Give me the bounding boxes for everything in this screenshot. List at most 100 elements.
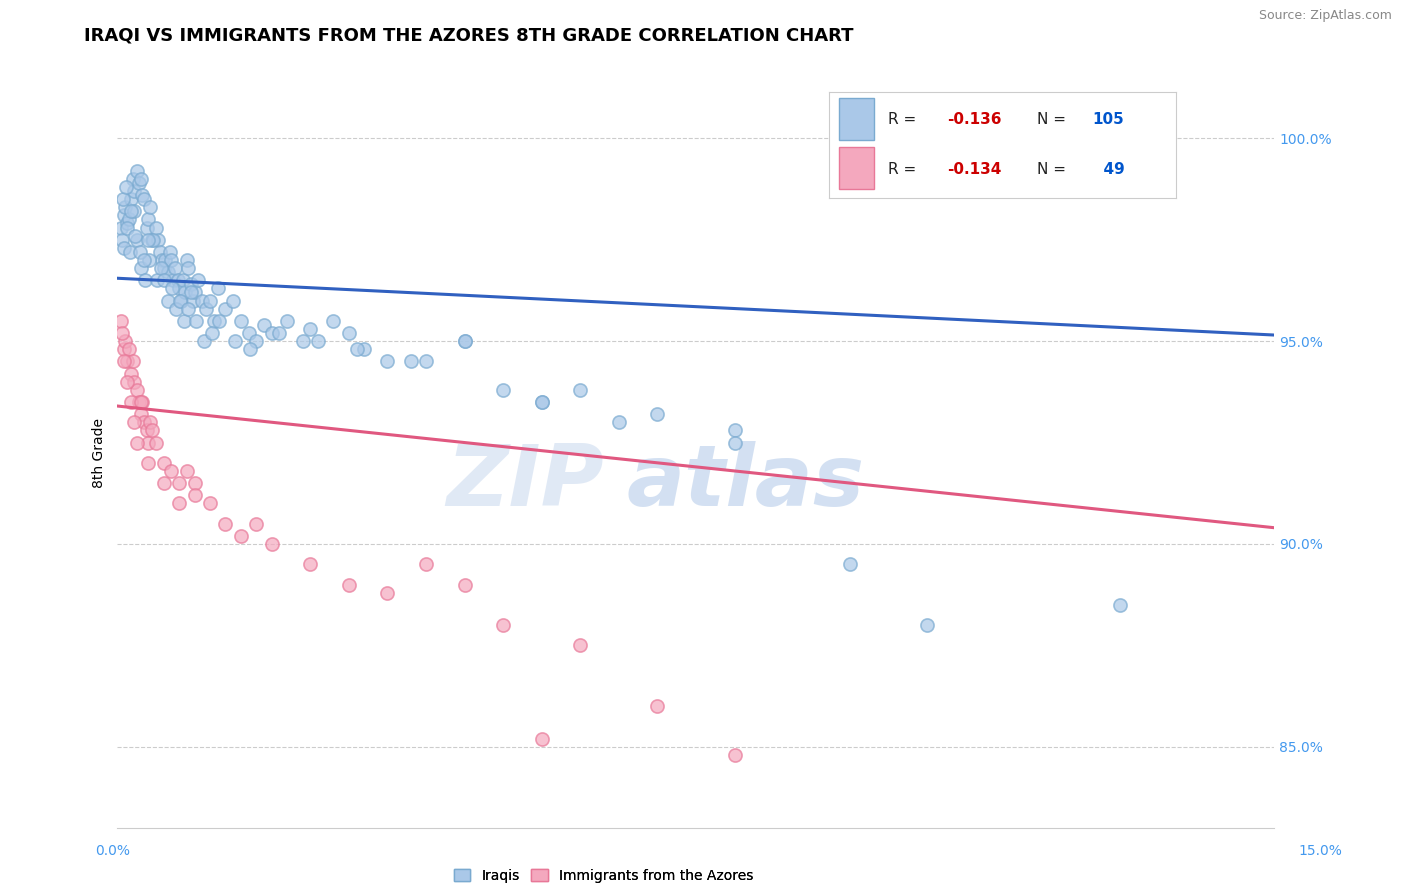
Point	[214, 301, 236, 316]
Point	[173, 314, 195, 328]
Point	[120, 204, 142, 219]
Point	[224, 334, 246, 348]
Point	[214, 516, 236, 531]
Point	[162, 273, 184, 287]
Point	[112, 343, 135, 357]
Text: IRAQI VS IMMIGRANTS FROM THE AZORES 8TH GRADE CORRELATION CHART: IRAQI VS IMMIGRANTS FROM THE AZORES 8TH …	[84, 27, 853, 45]
Point	[415, 558, 437, 572]
Point	[198, 496, 221, 510]
Point	[337, 577, 360, 591]
Point	[114, 200, 136, 214]
Point	[299, 558, 322, 572]
Point	[112, 354, 135, 368]
Point	[115, 180, 138, 194]
Point	[160, 252, 183, 267]
Point	[229, 529, 252, 543]
Point	[492, 383, 515, 397]
Point	[111, 233, 134, 247]
Point	[180, 277, 202, 292]
Point	[607, 415, 630, 429]
Point	[136, 233, 159, 247]
Point	[120, 192, 142, 206]
Point	[276, 314, 298, 328]
Point	[155, 252, 177, 267]
Point	[647, 407, 669, 421]
Point	[136, 435, 159, 450]
Text: Source: ZipAtlas.com: Source: ZipAtlas.com	[1258, 9, 1392, 22]
Point	[127, 435, 149, 450]
Point	[723, 423, 745, 437]
Point	[129, 407, 152, 421]
Point	[260, 326, 283, 340]
Point	[159, 244, 181, 259]
Point	[117, 375, 139, 389]
Point	[299, 322, 322, 336]
Point	[1109, 598, 1132, 612]
Point	[134, 192, 156, 206]
Point	[492, 618, 515, 632]
Point	[115, 354, 138, 368]
Point	[176, 464, 198, 478]
Point	[128, 244, 150, 259]
Point	[245, 516, 267, 531]
Text: atlas: atlas	[627, 442, 865, 524]
Point	[169, 293, 191, 308]
Point	[142, 233, 165, 247]
Point	[128, 395, 150, 409]
Point	[222, 293, 245, 308]
Point	[191, 293, 214, 308]
Point	[198, 293, 221, 308]
Point	[124, 375, 146, 389]
Point	[200, 326, 222, 340]
Point	[122, 204, 145, 219]
Point	[153, 273, 176, 287]
Point	[136, 212, 159, 227]
Point	[453, 577, 475, 591]
Text: 0.0%: 0.0%	[96, 844, 131, 858]
Point	[238, 326, 260, 340]
Point	[170, 293, 193, 308]
Point	[156, 265, 179, 279]
Point	[122, 172, 145, 186]
Point	[138, 252, 160, 267]
Point	[176, 252, 198, 267]
Point	[136, 456, 159, 470]
Point	[134, 415, 156, 429]
Point	[167, 281, 190, 295]
Point	[115, 217, 138, 231]
Point	[112, 241, 135, 255]
Point	[239, 343, 262, 357]
Point	[141, 423, 163, 437]
Point	[415, 354, 437, 368]
Point	[122, 354, 145, 368]
Point	[118, 343, 141, 357]
Text: ZIP: ZIP	[446, 442, 603, 524]
Point	[180, 285, 202, 300]
Point	[530, 731, 553, 746]
Point	[124, 228, 146, 243]
Point	[131, 261, 153, 276]
Point	[291, 334, 314, 348]
Point	[125, 383, 148, 397]
Point	[146, 273, 169, 287]
Point	[110, 220, 132, 235]
Point	[181, 293, 204, 308]
Point	[152, 456, 174, 470]
Point	[131, 395, 153, 409]
Point	[167, 496, 190, 510]
Point	[195, 301, 218, 316]
Point	[120, 395, 142, 409]
Point	[177, 261, 200, 276]
Point	[346, 343, 368, 357]
Point	[132, 252, 155, 267]
Point	[647, 699, 669, 714]
Point	[839, 558, 862, 572]
Point	[139, 415, 162, 429]
Point	[120, 367, 142, 381]
Point	[229, 314, 252, 328]
Point	[723, 747, 745, 762]
Point	[202, 314, 225, 328]
Point	[183, 488, 205, 502]
Point	[149, 244, 172, 259]
Y-axis label: 8th Grade: 8th Grade	[93, 417, 107, 488]
